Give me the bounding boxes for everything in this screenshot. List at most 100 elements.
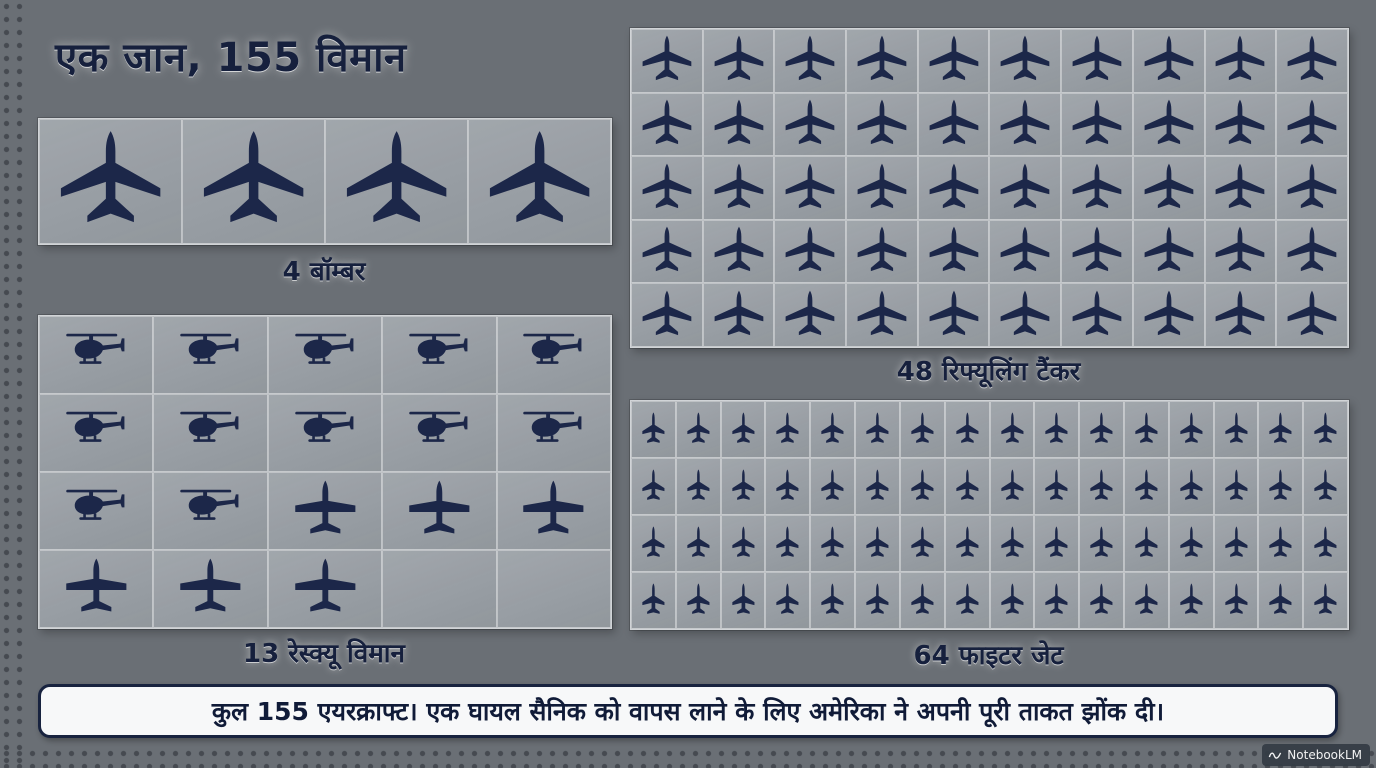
heli-icon xyxy=(267,394,383,472)
tanker-icon xyxy=(989,219,1062,284)
heli-icon xyxy=(39,472,154,550)
left-dot-texture xyxy=(0,0,26,768)
empty-cell xyxy=(496,550,611,628)
fighters-count-label: 64 फाइटर जेट xyxy=(913,641,1064,671)
tanker-icon xyxy=(1132,283,1205,347)
jet-icon xyxy=(720,572,766,629)
tanker-icon xyxy=(774,92,847,157)
tanker-icon xyxy=(1061,156,1133,220)
jet-icon xyxy=(1079,401,1124,458)
jet-icon xyxy=(989,515,1035,572)
jet-icon xyxy=(1034,515,1080,572)
jet-icon xyxy=(810,458,856,515)
jet-icon xyxy=(720,401,766,458)
tanker-icon xyxy=(989,156,1062,220)
notebooklm-label: NotebookLM xyxy=(1287,748,1362,762)
tanker-icon xyxy=(1132,29,1205,93)
plane-icon xyxy=(153,550,268,628)
notebooklm-badge: NotebookLM xyxy=(1262,744,1370,766)
jet-icon xyxy=(944,458,990,515)
bombers-pictogram-panel xyxy=(38,118,612,245)
jet-icon xyxy=(1123,572,1169,629)
tanker-icon xyxy=(1204,283,1277,347)
jet-icon xyxy=(810,572,856,629)
jet-icon xyxy=(989,458,1035,515)
tanker-icon xyxy=(702,92,775,157)
plane-icon xyxy=(267,550,383,628)
tanker-icon xyxy=(774,156,847,220)
heli-icon xyxy=(153,316,268,394)
tanker-icon xyxy=(774,219,847,284)
tanker-icon xyxy=(1276,219,1348,284)
tanker-icon xyxy=(1061,219,1133,284)
jet-icon xyxy=(631,401,676,458)
bombers-count-label: 4 बॉम्बर xyxy=(282,257,366,287)
tanker-icon xyxy=(846,92,918,157)
summary-banner: कुल 155 एयरक्राफ्ट। एक घायल सैनिक को वाप… xyxy=(38,684,1338,738)
jet-icon xyxy=(1303,515,1348,572)
tanker-icon xyxy=(1204,156,1277,220)
tanker-icon xyxy=(702,29,775,93)
tanker-icon xyxy=(846,283,918,347)
jet-icon xyxy=(631,458,676,515)
tanker-icon xyxy=(989,92,1062,157)
plane-icon xyxy=(39,550,154,628)
tankers-pictogram-panel xyxy=(630,28,1349,348)
heli-icon xyxy=(382,394,497,472)
jet-icon xyxy=(944,515,990,572)
jet-icon xyxy=(1123,401,1169,458)
page-title: एक जान, 155 विमान xyxy=(55,35,407,81)
bomber-icon xyxy=(182,119,325,244)
tanker-icon xyxy=(1276,283,1348,347)
jet-icon xyxy=(855,458,900,515)
jet-icon xyxy=(675,572,721,629)
jet-icon xyxy=(899,572,945,629)
tanker-icon xyxy=(1204,92,1277,157)
jet-icon xyxy=(1213,401,1259,458)
jet-icon xyxy=(989,401,1035,458)
tanker-icon xyxy=(702,156,775,220)
bomber-icon xyxy=(39,119,182,244)
jet-icon xyxy=(855,515,900,572)
jet-icon xyxy=(855,401,900,458)
heli-icon xyxy=(153,394,268,472)
tanker-icon xyxy=(846,156,918,220)
jet-icon xyxy=(765,515,811,572)
tanker-icon xyxy=(1132,156,1205,220)
heli-icon xyxy=(267,316,383,394)
jet-icon xyxy=(631,515,676,572)
tanker-icon xyxy=(774,29,847,93)
empty-cell xyxy=(382,550,497,628)
jet-icon xyxy=(1168,572,1214,629)
jet-icon xyxy=(720,458,766,515)
heli-icon xyxy=(39,394,154,472)
tankers-count-label: 48 रिफ्यूलिंग टैंकर xyxy=(896,357,1081,387)
fighters-pictogram-panel xyxy=(630,400,1349,630)
bomber-icon xyxy=(325,119,468,244)
jet-icon xyxy=(899,401,945,458)
jet-icon xyxy=(1303,401,1348,458)
jet-icon xyxy=(1123,515,1169,572)
jet-icon xyxy=(810,515,856,572)
jet-icon xyxy=(1303,458,1348,515)
tanker-icon xyxy=(989,29,1062,93)
jet-icon xyxy=(1303,572,1348,629)
tanker-icon xyxy=(846,219,918,284)
heli-icon xyxy=(496,316,611,394)
jet-icon xyxy=(899,515,945,572)
jet-icon xyxy=(1034,458,1080,515)
heli-icon xyxy=(382,316,497,394)
jet-icon xyxy=(1213,572,1259,629)
jet-icon xyxy=(1034,401,1080,458)
tanker-icon xyxy=(1276,156,1348,220)
tanker-icon xyxy=(846,29,918,93)
jet-icon xyxy=(899,458,945,515)
tanker-icon xyxy=(1132,219,1205,284)
tanker-icon xyxy=(702,283,775,347)
jet-icon xyxy=(1079,458,1124,515)
tanker-icon xyxy=(1276,92,1348,157)
jet-icon xyxy=(1258,515,1304,572)
jet-icon xyxy=(631,572,676,629)
tanker-icon xyxy=(917,219,990,284)
